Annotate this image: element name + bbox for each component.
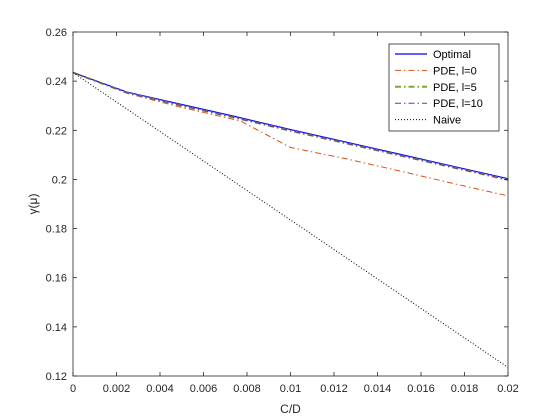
x-tick-label: 0.012 xyxy=(320,383,348,395)
x-tick-label: 0.014 xyxy=(364,383,392,395)
x-tick-label: 0.008 xyxy=(233,383,261,395)
x-tick-label: 0.01 xyxy=(280,383,301,395)
x-tick-label: 0.016 xyxy=(407,383,435,395)
legend-label: Optimal xyxy=(433,49,471,61)
y-tick-label: 0.24 xyxy=(46,76,67,88)
y-tick-label: 0.14 xyxy=(46,322,67,334)
legend-label: PDE, l=0 xyxy=(433,65,477,77)
series-line-4 xyxy=(72,72,509,368)
legend: Optimal PDE, l=0 PDE, l=5 PDE, l=10 Naive xyxy=(388,43,500,132)
legend-label: PDE, l=5 xyxy=(433,82,477,94)
y-axis-label: γ(μ) xyxy=(26,194,40,215)
legend-label: Naive xyxy=(433,115,461,127)
series-line-0 xyxy=(72,71,509,180)
series-lines xyxy=(72,71,509,368)
x-tick-label: 0 xyxy=(70,383,76,395)
y-tick-label: 0.16 xyxy=(46,273,67,285)
tick-marks xyxy=(72,31,509,377)
x-tick-label: 0.004 xyxy=(146,383,174,395)
y-tick-label: 0.2 xyxy=(52,174,67,186)
x-tick-label: 0.006 xyxy=(190,383,218,395)
series-line-3 xyxy=(72,72,509,181)
y-tick-label: 0.18 xyxy=(46,224,67,236)
x-tick-label: 0.02 xyxy=(497,383,518,395)
x-tick-label: 0.002 xyxy=(103,383,131,395)
y-tick-label: 0.12 xyxy=(46,371,67,383)
legend-label: PDE, l=10 xyxy=(433,98,483,110)
y-tick-label: 0.26 xyxy=(46,27,67,39)
y-tick-label: 0.22 xyxy=(46,125,67,137)
legend-box xyxy=(388,43,500,132)
tick-labels: 0 0.002 0.004 0.006 0.008 0.01 0.012 0.014 0.016… xyxy=(46,27,519,395)
x-axis-label: C/D xyxy=(280,402,301,416)
x-tick-label: 0.018 xyxy=(451,383,479,395)
